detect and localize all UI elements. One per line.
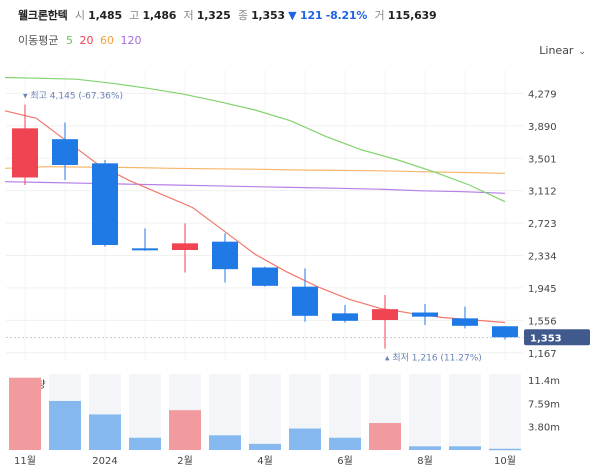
y-tick-label: 2,334 <box>528 252 557 263</box>
candle-body <box>372 309 398 320</box>
candle-body <box>292 286 318 316</box>
current-price-tag <box>524 329 590 346</box>
volume-bar <box>249 443 281 450</box>
volume-bar <box>409 446 441 450</box>
volume-bar <box>289 428 321 450</box>
max-price-label: ▾ 최고 4,145 (-67.36%) <box>23 91 123 102</box>
candle-body <box>52 139 78 165</box>
close-label: 종 <box>237 9 248 22</box>
volume-bar <box>49 400 81 450</box>
ma-20-label: 20 <box>79 34 94 47</box>
close-value: 1,353 <box>251 9 285 22</box>
low-value: 1,325 <box>196 9 231 22</box>
high-value: 1,486 <box>142 9 177 22</box>
x-tick-label: 11월 <box>14 455 36 467</box>
x-tick-label: 4월 <box>257 455 273 467</box>
volume-tick-label: 7.59m <box>528 399 560 410</box>
scale-label: Linear <box>539 44 574 57</box>
volume-slot <box>409 374 441 450</box>
volume-bar <box>89 414 121 450</box>
volume-bar <box>449 446 481 450</box>
moving-average-legend[interactable]: 이동평균 5 20 60 120 <box>18 32 144 48</box>
volume-tick-label: 11.4m <box>528 376 560 387</box>
candle-body <box>12 128 38 178</box>
ma-5-line <box>4 110 506 324</box>
volume-slot <box>489 374 521 450</box>
min-price-label: ▴ 최저 1,216 (11.27%) <box>385 353 482 364</box>
volume-bar <box>209 435 241 450</box>
candle-body <box>332 313 358 321</box>
y-tick-label: 1,945 <box>528 284 557 295</box>
volume-bar <box>369 423 401 450</box>
ma-title: 이동평균 <box>18 34 59 47</box>
chevron-down-icon: ⌄ <box>578 47 586 57</box>
volume-value: 115,639 <box>387 9 437 22</box>
change-percent: -8.21% <box>325 9 368 22</box>
volume-slot <box>249 374 281 450</box>
ma-60-label: 60 <box>99 34 114 47</box>
ma-120-line <box>4 181 506 194</box>
open-value: 1,485 <box>88 9 122 22</box>
open-label: 시 <box>74 9 85 22</box>
ma-120-label: 120 <box>120 34 142 47</box>
x-tick-label: 2024 <box>92 456 117 467</box>
candle-body <box>252 267 278 286</box>
candle-body <box>172 243 198 250</box>
ma-60-line <box>4 166 506 174</box>
candle-body <box>412 312 438 317</box>
y-tick-label: 1,556 <box>528 316 557 327</box>
x-tick-label: 6월 <box>337 455 353 467</box>
volume-bar <box>9 377 41 450</box>
change-value: ▼ 121 <box>288 9 323 22</box>
volume-bar <box>489 448 521 451</box>
stock-header: 웰크론한텍 시 1,485 고 1,486 저 1,325 종 1,353 ▼ … <box>18 7 437 23</box>
current-price-value: 1,353 <box>530 333 562 344</box>
x-tick-label: 8월 <box>417 455 433 467</box>
candle-body <box>452 318 478 326</box>
candle-body <box>132 248 158 251</box>
volume-slot <box>329 374 361 450</box>
volume-bar <box>129 437 161 450</box>
y-tick-label: 3,501 <box>528 154 557 165</box>
volume-label: 거 <box>374 9 385 22</box>
y-tick-label: 1,167 <box>528 349 557 360</box>
ma-20-line <box>4 76 506 203</box>
volume-tick-label: 3.80m <box>528 423 560 434</box>
scale-dropdown[interactable]: Linear ⌄ <box>539 44 586 57</box>
y-tick-label: 4,279 <box>528 89 557 100</box>
candle-body <box>92 163 118 245</box>
y-tick-label: 2,723 <box>528 219 557 230</box>
x-tick-label: 10월 <box>494 455 516 467</box>
volume-bar <box>169 410 201 450</box>
volume-slot <box>129 374 161 450</box>
y-tick-label: 3,112 <box>528 187 557 198</box>
volume-bar <box>329 437 361 450</box>
y-tick-label: 3,890 <box>528 122 557 133</box>
volume-slot <box>449 374 481 450</box>
low-label: 저 <box>183 9 194 22</box>
stock-name: 웰크론한텍 <box>18 9 68 22</box>
candle-body <box>492 326 518 338</box>
x-tick-label: 2월 <box>177 455 193 467</box>
high-label: 고 <box>129 9 140 22</box>
ma-5-label: 5 <box>65 34 73 47</box>
candle-body <box>212 241 238 270</box>
